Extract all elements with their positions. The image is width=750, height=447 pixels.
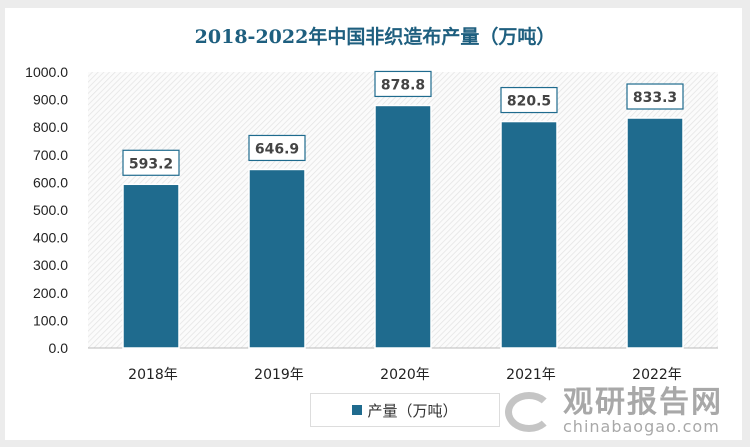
bar-2019年 <box>248 168 306 349</box>
bar-2022年 <box>626 117 684 349</box>
bar-2020年 <box>374 104 432 349</box>
y-tick-label: 700.0 <box>33 147 68 163</box>
y-tick-label: 500.0 <box>33 202 68 218</box>
y-tick-label: 300.0 <box>33 257 68 273</box>
x-tick-label: 2019年 <box>254 367 304 383</box>
data-label-box <box>626 83 684 110</box>
data-label-box <box>500 86 558 114</box>
watermark: 观研报告网 chinabaogao.com <box>505 388 723 436</box>
y-tick-label: 400.0 <box>33 230 68 246</box>
x-tick-label: 2018年 <box>128 367 178 383</box>
data-label: 820.5 <box>507 94 551 110</box>
watermark-logo-icon <box>505 392 553 432</box>
data-label: 878.8 <box>381 77 425 93</box>
legend-label: 产量（万吨） <box>367 401 458 420</box>
y-tick-label: 100.0 <box>33 312 68 328</box>
chart-title: 2018-2022年中国非织造布产量（万吨） <box>194 26 556 48</box>
data-label: 833.3 <box>633 90 677 106</box>
x-tick-label: 2021年 <box>506 367 556 383</box>
data-label-box <box>374 70 432 98</box>
y-tick-label: 800.0 <box>33 119 68 135</box>
data-label: 593.2 <box>129 156 173 172</box>
data-label: 646.9 <box>255 141 299 157</box>
data-label-box <box>122 149 180 176</box>
y-tick-label: 1000.0 <box>25 64 68 80</box>
y-tick-label: 0.0 <box>49 340 69 356</box>
data-label-box <box>248 134 306 162</box>
watermark-en: chinabaogao.com <box>563 417 720 436</box>
y-tick-label: 900.0 <box>33 92 68 108</box>
bar-2021年 <box>500 120 558 349</box>
x-tick-label: 2022年 <box>632 367 682 383</box>
legend-swatch <box>352 405 363 415</box>
y-tick-label: 200.0 <box>33 285 68 301</box>
bar-2018年 <box>122 183 180 349</box>
legend: 产量（万吨） <box>310 393 500 427</box>
watermark-cn: 观研报告网 <box>563 385 723 420</box>
x-tick-label: 2020年 <box>380 367 430 383</box>
y-tick-label: 600.0 <box>33 174 68 190</box>
